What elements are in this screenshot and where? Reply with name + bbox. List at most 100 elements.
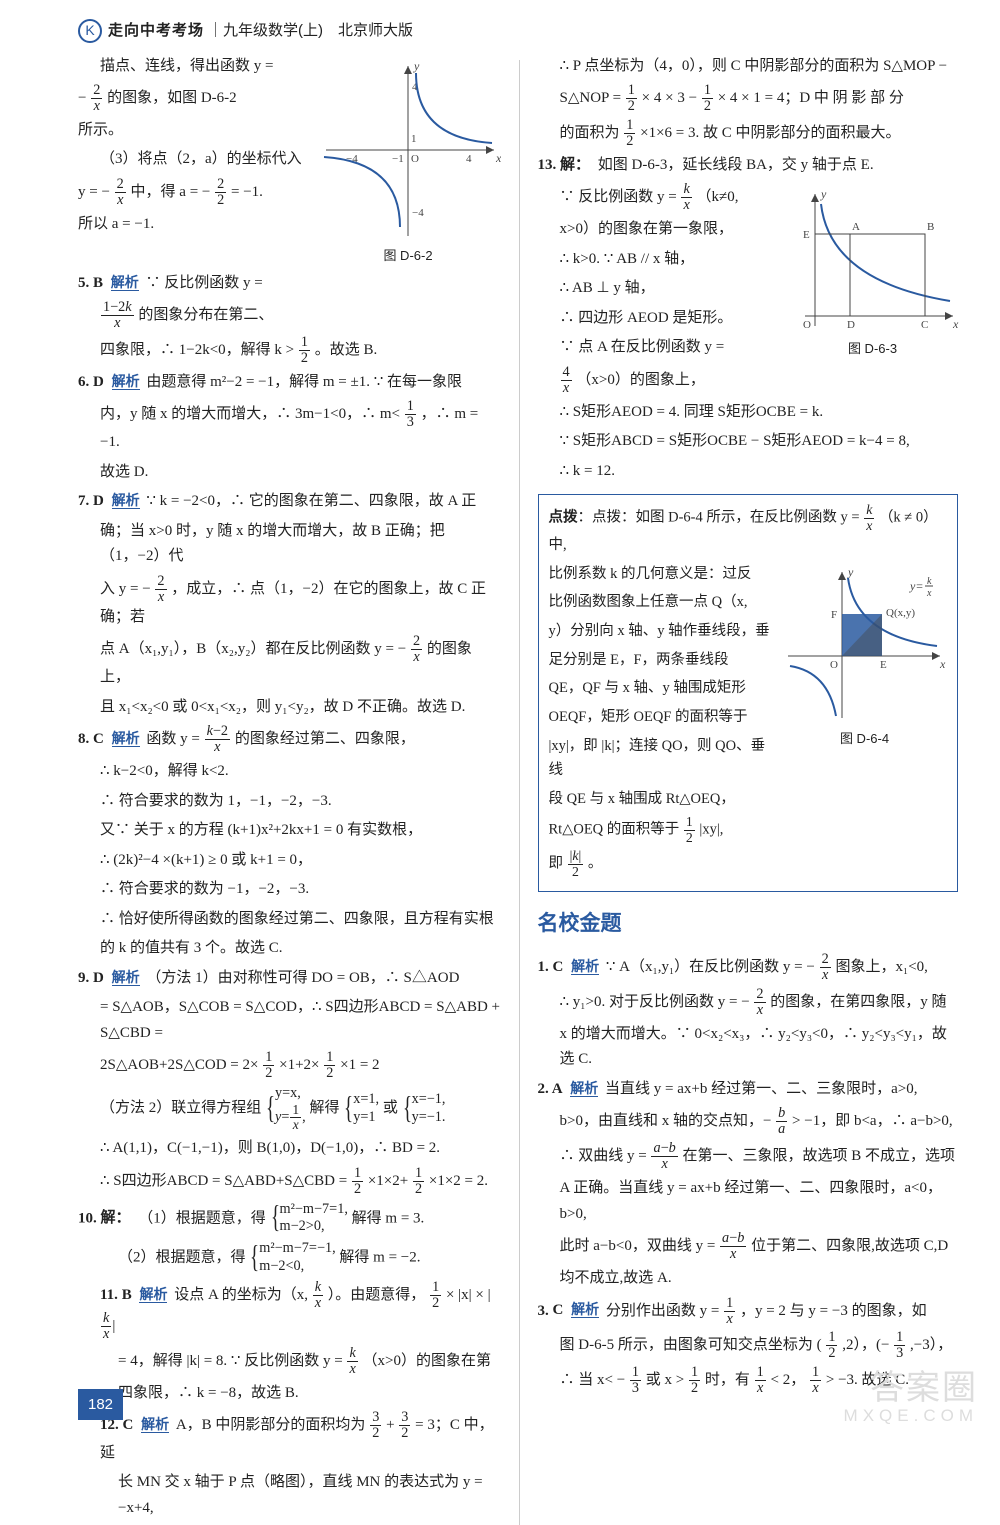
question-13: 13. 解： 如图 D-6-3，延长线段 BA，交 y 轴于点 E. [538, 153, 961, 179]
column-divider [519, 60, 520, 1525]
text-line: ∵ S矩形ABCD = S矩形OCBE − S矩形AEOD = k−4 = 8, [538, 429, 961, 455]
text-line: ∴ 双曲线 y = a−bx 在第一、三象限，故选项 B 不成立，选项 [538, 1141, 961, 1172]
mingxiao-q3: 3. C 解析 分别作出函数 y = 1x ，y = 2 与 y = −3 的图… [538, 1296, 961, 1327]
svg-text:C: C [921, 319, 928, 331]
chart-k-geometry-icon: x y O Q(x,y) F E y= k x [782, 566, 947, 726]
text-line: 长 MN 交 x 轴于 P 点（略图），直线 MN 的表达式为 y = −x+4… [78, 1470, 501, 1521]
svg-text:x: x [495, 151, 501, 165]
svg-text:F: F [831, 609, 837, 621]
section-title: 名校金题 [538, 906, 961, 942]
text-line: 且 x₁<x₂<0 或 0<x₁<x₂，则 y₁<y₂，故 D 不正确。故选 D… [78, 695, 501, 721]
text-line: ∴ P 点坐标为（4，0），则 C 中阴影部分的面积为 S△MOP − [538, 54, 961, 80]
analysis-label: 解析 [570, 1080, 598, 1097]
svg-text:x: x [952, 317, 959, 331]
text-line: （2）根据题意，得 m²−m−7=−1,m−2<0, 解得 m = −2. [78, 1240, 501, 1276]
question-10: 10. 解： （1）根据题意，得 m²−m−7=1,m−2>0, 解得 m = … [78, 1201, 501, 1237]
question-12: 12. C 解析 A，B 中阴影部分的面积均为 32 + 32 = 3；C 中，… [78, 1410, 501, 1466]
right-column: ∴ P 点坐标为（4，0），则 C 中阴影部分的面积为 S△MOP − S△NO… [538, 54, 961, 1525]
chart-rect-hyperbola-icon: x y O E A B D C [785, 186, 960, 336]
text-line: x 的增大而增大。∵ 0<x₂<x₃，∴ y₂<y₃<0，∴ y₂<y₃<y₁，… [538, 1022, 961, 1073]
figure-caption: 图 D-6-4 [782, 728, 947, 750]
svg-text:Q(x,y): Q(x,y) [886, 607, 915, 619]
question-5: 5. B 解析 ∵ 反比例函数 y = [78, 271, 501, 297]
brand-logo-icon: K [78, 19, 102, 43]
text-line: = 4，解得 |k| = 8. ∵ 反比例函数 y = kx （x>0）的图象在… [78, 1346, 501, 1377]
text-line: 入 y = − 2x ，成立，∴ 点（1，−2）在它的图象上，故 C 正确；若 [78, 574, 501, 630]
analysis-label: 解析 [571, 1301, 599, 1318]
text-line: b>0，由直线和 x 轴的交点知，− ba > −1，即 b<a，∴ a−b>0… [538, 1106, 961, 1137]
text-line: 此时 a−b<0，双曲线 y = a−bx 位于第二、四象限,故选项 C,D [538, 1231, 961, 1262]
svg-text:y=: y= [909, 579, 923, 593]
question-9: 9. D 解析 （方法 1）由对称性可得 DO = OB，∴ S△AOD [78, 966, 501, 992]
svg-text:B: B [927, 221, 934, 233]
text-line: ∴ A(1,1)，C(−1,−1)，则 B(1,0)，D(−1,0)，∴ BD … [78, 1136, 501, 1162]
svg-text:A: A [852, 221, 860, 233]
analysis-label: 解析 [112, 969, 140, 986]
analysis-label: 解析 [112, 730, 140, 747]
text-line: ∴ k = 12. [538, 459, 961, 485]
svg-text:4: 4 [466, 153, 472, 165]
question-7: 7. D 解析 ∵ k = −2<0，∴ 它的图象在第二、四象限，故 A 正 [78, 489, 501, 515]
text-line: 的 k 的值共有 3 个。故选 C. [78, 936, 501, 962]
question-11: 11. B 解析 设点 A 的坐标为（x, kx ）。由题意得， 12 × |x… [78, 1280, 501, 1342]
svg-text:E: E [803, 229, 810, 241]
svg-text:−1: −1 [392, 153, 404, 165]
svg-text:O: O [411, 153, 419, 165]
analysis-label: 解析 [141, 1416, 169, 1433]
svg-text:1: 1 [411, 133, 417, 145]
text-line: 确；当 x>0 时，y 随 x 的增大而增大，故 B 正确；把（1，−2）代 [78, 519, 501, 570]
text-line: 1−2kx 的图象分布在第二、 [78, 300, 501, 331]
figure-caption: 图 D-6-3 [785, 338, 960, 360]
text-line: ∴ k−2<0，解得 k<2. [78, 759, 501, 785]
analysis-label: 解析 [139, 1286, 167, 1303]
svg-text:O: O [803, 319, 811, 331]
text-line: （方法 2）联立得方程组 y=x,y=1x, 解得 x=1,y=1 或 x=−1… [78, 1085, 501, 1132]
text-line: 2S△AOB+2S△COD = 2× 12 ×1+2× 12 ×1 = 2 [78, 1050, 501, 1081]
svg-text:y: y [847, 566, 854, 579]
svg-text:O: O [830, 659, 838, 671]
page-number: 182 [78, 1389, 123, 1421]
text-line: 即 |k|2 。 [549, 849, 948, 879]
svg-text:E: E [880, 659, 887, 671]
text-line: ∴ 符合要求的数为 −1，−2，−3. [78, 877, 501, 903]
figure-d-6-4: x y O Q(x,y) F E y= k x 图 D-6-4 [782, 566, 947, 750]
text-line: S△NOP = 12 × 4 × 3 − 12 × 4 × 1 = 4；D 中 … [538, 83, 961, 114]
mingxiao-q2: 2. A 解析 当直线 y = ax+b 经过第一、二、三象限时，a>0, [538, 1077, 961, 1103]
question-8: 8. C 解析 函数 y = k−2x 的图象经过第二、四象限， [78, 724, 501, 755]
tip-box: 点拨：点拨：如图 D-6-4 所示，在反比例函数 y = kx （k ≠ 0）中… [538, 494, 959, 892]
text-line: 内，y 随 x 的增大而增大，∴ 3m−1<0，∴ m< 13 ，∴ m = −… [78, 399, 501, 455]
figure-d-6-3: x y O E A B D C 图 D-6-3 [785, 186, 960, 360]
text-line: 4x （x>0）的图象上， [538, 365, 961, 396]
mingxiao-q1: 1. C 解析 ∵ A（x₁,y₁）在反比例函数 y = − 2x 图象上，x₁… [538, 952, 961, 983]
text-line: 又∵ 关于 x 的方程 (k+1)x²+2kx+1 = 0 有实数根， [78, 818, 501, 844]
text-line: 图 D-6-5 所示，由图象可知交点坐标为 ( 12 ,2），(− 13 ,−3… [538, 1330, 961, 1361]
analysis-label: 解析 [111, 274, 139, 291]
text-line: ∴ (2k)²−4 ×(k+1) ≥ 0 或 k+1 = 0， [78, 848, 501, 874]
text-line: ∴ 恰好使所得函数的图象经过第二、四象限，且方程有实根 [78, 907, 501, 933]
svg-text:D: D [847, 319, 855, 331]
text-line: 的面积为 12 ×1×6 = 3. 故 C 中阴影部分的面积最大。 [538, 118, 961, 149]
chart-hyperbola-icon: x y O −1 1 −4 4 4 −4 [316, 58, 501, 243]
header-subtitle: ｜九年级数学(上) 北京师大版 [208, 18, 413, 44]
text-line: = S△AOB，S△COB = S△COD，∴ S四边形ABCD = S△ABD… [78, 995, 501, 1046]
analysis-label: 解析 [112, 373, 140, 390]
text-line: 四象限，∴ 1−2k<0，解得 k > 12 。故选 B. [78, 335, 501, 366]
svg-text:−4: −4 [412, 207, 424, 219]
brand-title: 走向中考考场 [108, 18, 204, 44]
svg-text:x: x [939, 657, 946, 671]
analysis-label: 解析 [571, 958, 599, 975]
two-column-layout: x y O −1 1 −4 4 4 −4 图 D-6-2 描点、连线，得出函数 … [0, 54, 1000, 1525]
text-line: ∴ S四边形ABCD = S△ABD+S△CBD = 12 ×1×2+ 12 ×… [78, 1166, 501, 1197]
text-line: Rt△OEQ 的面积等于 12 |xy|, [549, 815, 948, 845]
analysis-label: 解析 [112, 492, 140, 509]
text-line: 点 A（x₁,y₁），B（x₂,y₂）都在反比例函数 y = − 2x 的图象上… [78, 634, 501, 690]
left-column: x y O −1 1 −4 4 4 −4 图 D-6-2 描点、连线，得出函数 … [78, 54, 501, 1525]
text-line: ∴ 符合要求的数为 1，−1，−2，−3. [78, 789, 501, 815]
svg-text:y: y [820, 187, 827, 201]
text-line: ∴ S矩形AEOD = 4. 同理 S矩形OCBE = k. [538, 400, 961, 426]
question-6: 6. D 解析 由题意得 m²−2 = −1，解得 m = ±1. ∵ 在每一象… [78, 370, 501, 396]
svg-text:y: y [413, 59, 420, 73]
text-line: 故选 D. [78, 460, 501, 486]
text-line: ∴ y₁>0. 对于反比例函数 y = − 2x 的图象，在第四象限，y 随 [538, 987, 961, 1018]
svg-text:k: k [927, 576, 932, 587]
